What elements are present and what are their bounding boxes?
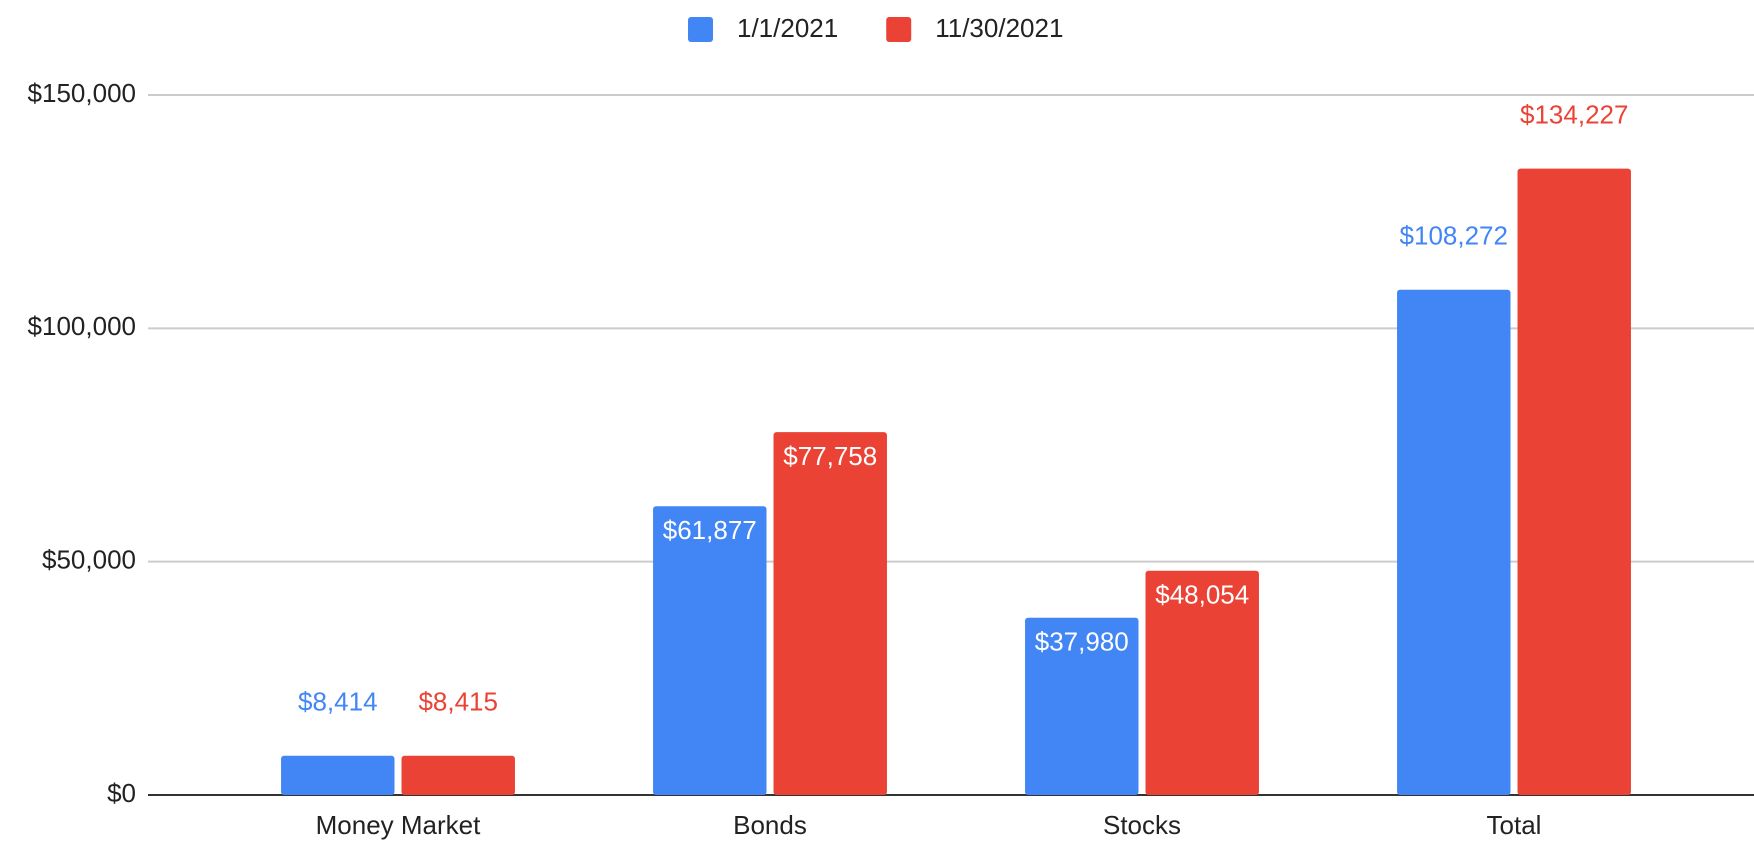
data-label: $8,414: [298, 687, 378, 717]
data-label: $77,758: [783, 441, 877, 471]
bar: [773, 432, 887, 795]
legend-label: 1/1/2021: [737, 13, 838, 43]
bar: [281, 755, 395, 795]
y-tick-label: $50,000: [42, 545, 136, 575]
bar: [1517, 168, 1631, 796]
legend-label: 11/30/2021: [935, 13, 1063, 43]
x-tick-label: Total: [1487, 810, 1542, 840]
data-label: $37,980: [1035, 627, 1129, 657]
data-label: $134,227: [1520, 99, 1628, 129]
bar: [1397, 289, 1511, 795]
bar: [1145, 570, 1259, 795]
data-label: $108,272: [1400, 221, 1508, 251]
bar: [401, 755, 515, 795]
bar: [653, 506, 767, 795]
y-tick-label: $0: [107, 778, 136, 808]
x-tick-label: Money Market: [316, 810, 481, 840]
y-tick-label: $100,000: [28, 311, 136, 341]
bar: [1025, 617, 1139, 795]
x-tick-label: Stocks: [1103, 810, 1181, 840]
data-label: $48,054: [1155, 580, 1249, 610]
legend-swatch: [886, 17, 912, 42]
y-tick-label: $150,000: [28, 78, 136, 108]
legend-swatch: [688, 17, 713, 42]
data-label: $61,877: [663, 515, 757, 545]
x-tick-label: Bonds: [733, 810, 807, 840]
data-label: $8,415: [418, 687, 498, 717]
